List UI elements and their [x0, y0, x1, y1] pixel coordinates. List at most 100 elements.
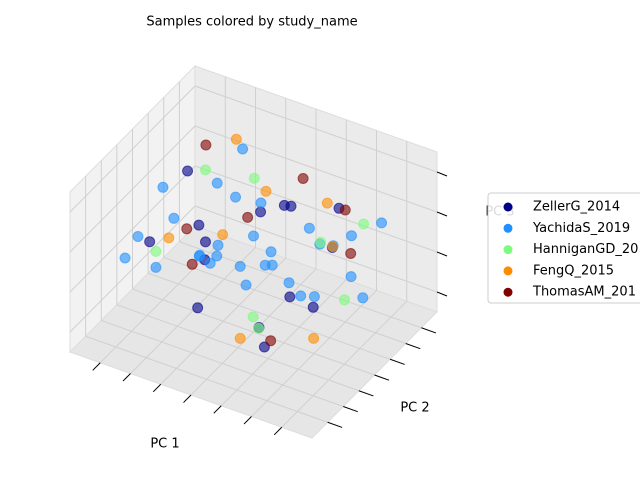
tick-mark [436, 291, 448, 297]
grid-line [69, 205, 196, 333]
point [168, 212, 180, 224]
point [265, 246, 277, 258]
point [321, 197, 333, 209]
point [307, 301, 319, 313]
point [358, 218, 370, 230]
point [200, 164, 211, 176]
legend-label: ThomasAM_201 [532, 285, 636, 300]
legend: ZellerG_2014 YachidaS_2019 HanniganGD_20 Fe… [487, 192, 640, 304]
y-axis-label: PC 2 [400, 401, 429, 416]
point [345, 248, 357, 259]
point [260, 185, 272, 197]
grid-line [69, 125, 196, 253]
grid-line [147, 272, 391, 360]
tick-mark [374, 374, 390, 381]
point [234, 332, 246, 344]
tick-mark [436, 251, 448, 257]
legend-marker [503, 223, 513, 233]
point [248, 172, 260, 184]
point [303, 222, 315, 234]
point [295, 290, 307, 302]
point [212, 239, 224, 251]
point [265, 335, 277, 347]
point [255, 197, 267, 209]
point [211, 177, 223, 189]
point [376, 217, 388, 229]
legend-box [487, 192, 640, 304]
grid-line [69, 165, 196, 293]
point [192, 302, 204, 314]
grid-line [194, 205, 438, 293]
grid-line [132, 288, 375, 376]
point [193, 250, 205, 262]
point [284, 291, 296, 303]
point [150, 261, 162, 273]
tick-mark [152, 383, 162, 393]
point [247, 311, 259, 323]
point [230, 133, 242, 145]
point [248, 230, 259, 242]
point [327, 241, 339, 253]
tick-mark [273, 426, 283, 436]
tick-mark [343, 406, 358, 413]
point [200, 139, 212, 151]
legend-marker [503, 202, 513, 212]
point [338, 294, 350, 306]
grid-line [194, 85, 438, 173]
tick-mark [213, 405, 222, 414]
point [217, 229, 229, 241]
legend-marker [503, 287, 513, 297]
point [157, 181, 169, 193]
tick-mark [421, 327, 437, 334]
point [234, 260, 246, 272]
point [346, 230, 357, 242]
tick-mark [436, 171, 448, 177]
point [308, 332, 320, 344]
point [211, 250, 223, 262]
axes-panes [69, 64, 438, 439]
point [285, 200, 297, 212]
point [237, 143, 249, 155]
legend-label: FengQ_2015 [533, 263, 614, 278]
point [345, 271, 357, 283]
legend-marker [503, 245, 513, 255]
point [144, 236, 156, 248]
chart-title: Samples colored by study_name [146, 15, 357, 30]
legend-marker [503, 266, 513, 276]
point [181, 223, 193, 235]
point [253, 322, 265, 334]
point [339, 204, 351, 216]
point [357, 292, 369, 304]
point [182, 165, 194, 177]
x-axis-label: PC 1 [150, 437, 179, 452]
tick-mark [243, 416, 252, 425]
tick-mark [92, 362, 101, 371]
tick-mark [358, 390, 374, 397]
point [119, 252, 131, 264]
point [315, 236, 327, 248]
legend-label: ZellerG_2014 [533, 200, 620, 215]
point [297, 173, 309, 184]
point [230, 191, 242, 203]
point [283, 277, 295, 289]
tick-mark [405, 343, 421, 350]
legend-label: HanniganGD_20 [533, 242, 638, 257]
point [150, 245, 162, 257]
point [193, 219, 205, 231]
point [308, 291, 320, 303]
grid-line [101, 320, 344, 407]
grid-line [69, 85, 196, 213]
tick-mark [327, 421, 343, 428]
grid-line [194, 165, 438, 253]
tick-mark [389, 358, 405, 365]
grid-line [116, 304, 360, 392]
point [132, 231, 144, 242]
point [204, 257, 216, 269]
point [240, 279, 252, 291]
point [200, 236, 211, 248]
grid-line [85, 335, 328, 423]
point [163, 232, 175, 244]
tick-mark [183, 394, 192, 403]
tick-mark [122, 373, 131, 382]
